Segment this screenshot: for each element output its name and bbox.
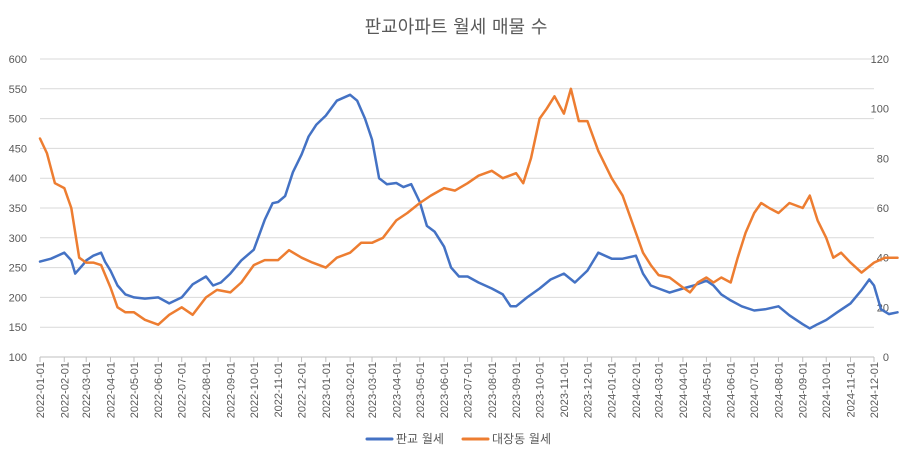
x-tick-label: 2024-12-01: [869, 362, 881, 418]
gridlines: [40, 58, 874, 358]
right-y-tick-label: 100: [871, 104, 889, 116]
right-y-tick-label: 80: [877, 153, 889, 165]
left-y-tick-label: 250: [9, 263, 27, 275]
x-tick-label: 2022-03-01: [81, 362, 93, 418]
x-tick-label: 2022-12-01: [297, 362, 309, 418]
x-tick-label: 2024-09-01: [798, 362, 810, 418]
left-y-tick-label: 150: [9, 322, 27, 334]
left-y-tick-label: 350: [9, 203, 27, 215]
left-y-tick-label: 600: [9, 54, 27, 66]
x-tick-label: 2022-05-01: [129, 362, 141, 418]
x-tick-label: 2024-08-01: [773, 362, 785, 418]
x-tick-label: 2024-10-01: [821, 362, 833, 418]
series-line-pangyo: [38, 93, 899, 330]
x-tick-label: 2022-08-01: [201, 362, 213, 418]
x-tick-label: 2024-01-01: [607, 362, 619, 418]
x-tick-label: 2023-11-01: [559, 362, 571, 417]
left-y-axis: 100 150 200 250 300 350 400 450 500 550 600: [9, 54, 27, 364]
x-tick-label: 2023-04-01: [391, 362, 403, 418]
x-tick-label: 2023-01-01: [321, 362, 333, 418]
x-tick-label: 2024-04-01: [678, 362, 690, 418]
x-tick-label: 2023-08-01: [487, 362, 499, 418]
x-tick-label: 2024-03-01: [654, 362, 666, 418]
left-y-tick-label: 300: [9, 233, 27, 245]
x-tick-label: 2024-06-01: [726, 362, 738, 418]
x-tick-label: 2022-01-01: [35, 362, 47, 418]
left-y-tick-label: 550: [9, 84, 27, 96]
legend-item-daejang: 대장동 월세: [461, 432, 551, 446]
right-y-tick-label: 120: [871, 54, 889, 66]
chart-title: 판교아파트 월세 매물 수: [365, 17, 548, 38]
x-tick-label: 2022-10-01: [249, 362, 261, 418]
x-tick-label: 2023-06-01: [439, 362, 451, 418]
left-y-tick-label: 500: [9, 114, 27, 126]
x-tick-label: 2023-02-01: [345, 362, 357, 418]
right-y-tick-label: 60: [877, 203, 889, 215]
left-y-tick-label: 450: [9, 143, 27, 155]
x-tick-label: 2022-06-01: [153, 362, 165, 418]
x-tick-label: 2023-09-01: [511, 362, 523, 418]
x-tick-label: 2023-03-01: [367, 362, 379, 418]
left-y-tick-label: 100: [9, 352, 27, 364]
right-y-tick-label: 0: [883, 352, 889, 364]
legend: 판교 월세 대장동 월세: [365, 432, 551, 446]
x-axis: 2022-01-01 2022-02-01 2022-03-01 2022-04-01…: [35, 356, 881, 418]
x-tick-label: 2023-12-01: [582, 362, 594, 418]
x-tick-label: 2024-05-01: [701, 362, 713, 418]
x-tick-label: 2024-11-01: [846, 362, 858, 417]
legend-label-pangyo: 판교 월세: [396, 432, 444, 446]
x-tick-label: 2022-02-01: [59, 362, 71, 418]
x-tick-label: 2022-07-01: [177, 362, 189, 418]
x-tick-label: 2022-09-01: [225, 362, 237, 418]
x-tick-label: 2022-04-01: [105, 362, 117, 418]
x-tick-label: 2024-07-01: [749, 362, 761, 418]
x-tick-label: 2023-07-01: [463, 362, 475, 418]
legend-item-pangyo: 판교 월세: [365, 432, 444, 446]
x-tick-label: 2022-11-01: [273, 362, 285, 417]
series-layer: [38, 87, 899, 330]
legend-label-daejang: 대장동 월세: [492, 432, 551, 446]
x-tick-label: 2023-10-01: [535, 362, 547, 418]
x-tick-label: 2023-05-01: [415, 362, 427, 418]
left-y-tick-label: 200: [9, 292, 27, 304]
left-y-tick-label: 400: [9, 173, 27, 185]
series-line-daejang: [38, 87, 899, 326]
x-tick-label: 2024-02-01: [631, 362, 643, 418]
